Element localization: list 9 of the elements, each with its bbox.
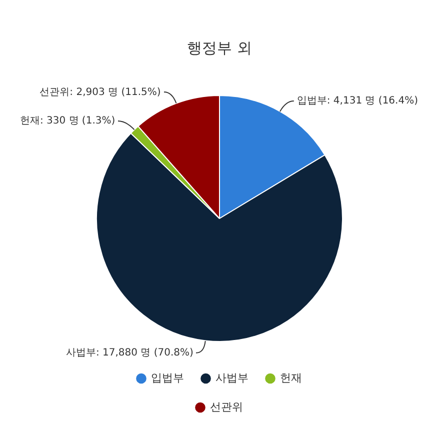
data-label: 헌재: 330 명 (1.3%) [20, 116, 116, 127]
data-label: 사법부: 17,880 명 (70.8%) [66, 347, 194, 358]
data-label: 입법부: 4,131 명 (16.4%) [296, 96, 418, 107]
data-label: 선관위: 2,903 명 (11.5%) [40, 86, 161, 98]
legend-label: 사법부 [215, 371, 248, 384]
chart-title: 행정부 외 [187, 38, 252, 57]
legend-label: 헌재 [280, 371, 302, 384]
legend-label: 선관위 [210, 400, 243, 414]
legend-label: 입법부 [150, 371, 184, 384]
